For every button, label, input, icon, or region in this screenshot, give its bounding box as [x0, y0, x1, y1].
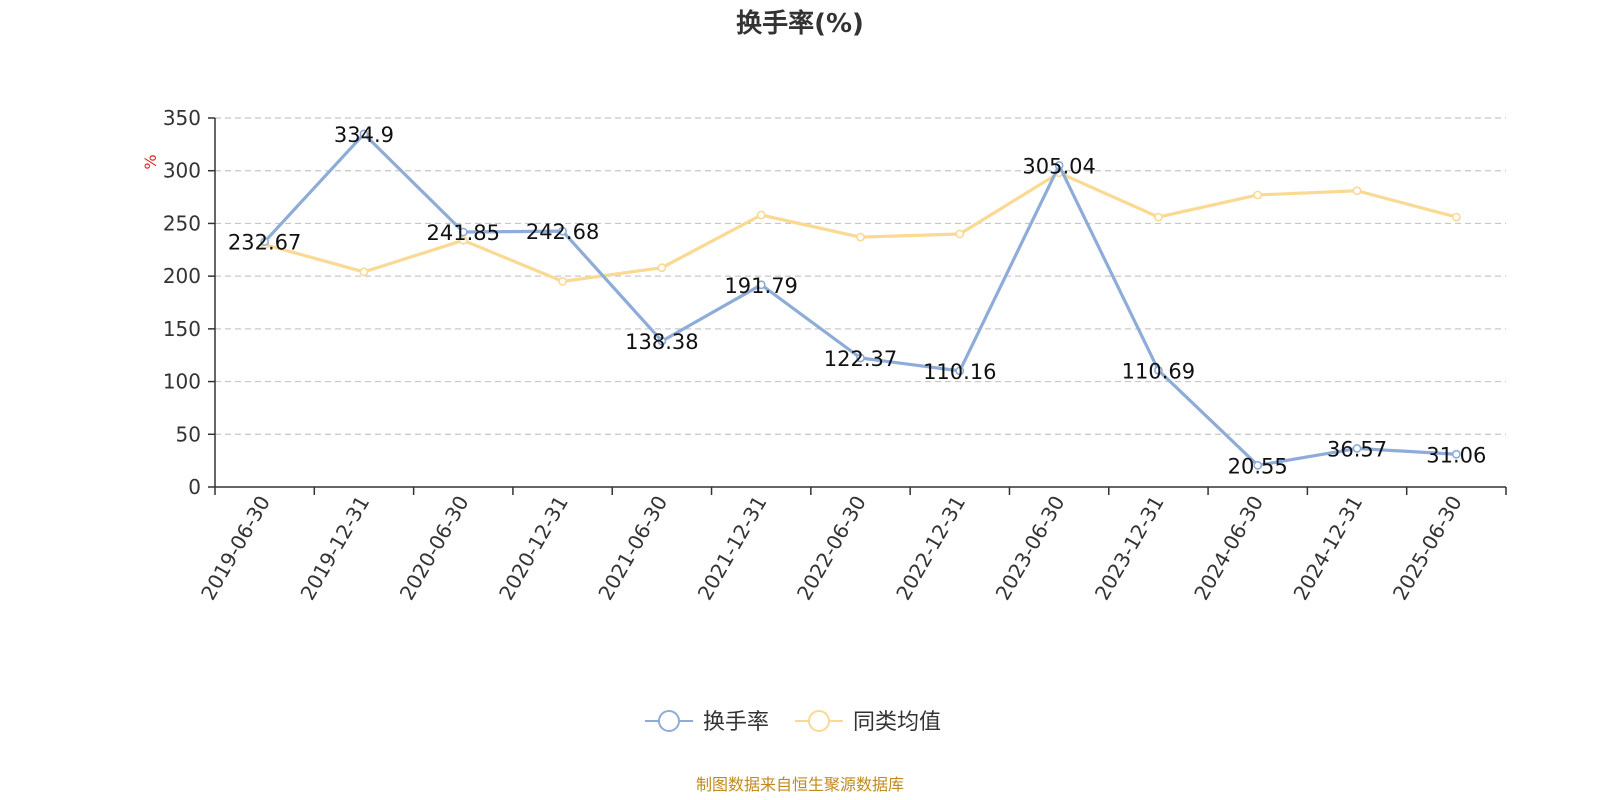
legend[interactable]: 换手率 同类均值: [645, 710, 941, 735]
data-point: [657, 263, 667, 273]
series-turnover-rate: [260, 129, 1461, 470]
x-tick-label: 2023-06-30: [991, 492, 1070, 605]
x-tick-label: 2020-12-31: [494, 492, 573, 605]
data-label: 232.67: [228, 231, 301, 255]
x-tick-label: 2021-06-30: [593, 492, 672, 605]
legend-item-turnover-rate[interactable]: 换手率: [645, 710, 769, 735]
data-point: [1451, 449, 1461, 459]
data-label: 20.55: [1228, 454, 1288, 478]
x-tick-label: 2024-12-31: [1288, 492, 1367, 605]
data-point: [756, 210, 766, 220]
y-tick-label: 250: [163, 211, 201, 235]
series-line: [263, 132, 1457, 467]
data-label: 122.37: [824, 347, 897, 371]
data-label: 138.38: [625, 330, 698, 354]
y-tick-label: 350: [163, 106, 201, 130]
data-point: [1154, 212, 1163, 222]
data-label: 110.16: [923, 360, 996, 384]
data-source-note: 制图数据来自恒生聚源数据库: [696, 775, 904, 794]
data-label: 110.69: [1122, 359, 1195, 383]
x-tick-label: 2019-12-31: [295, 492, 374, 605]
grid-lines: [215, 117, 1506, 435]
x-tick-label: 2022-06-30: [792, 492, 871, 605]
data-point: [458, 227, 468, 237]
data-point: [1253, 190, 1263, 200]
y-axis-unit: %: [141, 154, 160, 169]
y-tick-label: 300: [163, 159, 201, 183]
legend-item-peer-average[interactable]: 同类均值: [795, 710, 941, 735]
y-tick-label: 200: [163, 264, 201, 288]
data-point: [558, 277, 567, 286]
data-point: [458, 235, 468, 245]
data-point: [657, 336, 667, 346]
legend-marker: [658, 710, 680, 732]
legend-label: 换手率: [703, 710, 769, 735]
data-point: [558, 226, 567, 236]
y-tick-label: 0: [188, 475, 201, 499]
data-label: 191.79: [724, 274, 797, 298]
data-label: 242.68: [526, 220, 599, 244]
data-point: [856, 353, 865, 363]
y-tick-label: 100: [163, 370, 201, 394]
data-point: [359, 129, 369, 139]
data-point: [756, 280, 766, 290]
y-tick-label: 150: [163, 317, 201, 341]
x-tick-label: 2020-06-30: [395, 492, 474, 605]
data-label: 31.06: [1426, 443, 1486, 467]
data-point: [1154, 365, 1163, 375]
x-tick-label: 2022-12-31: [891, 491, 970, 604]
data-point: [955, 366, 965, 376]
legend-marker: [808, 710, 830, 732]
data-label: 36.57: [1327, 437, 1387, 461]
data-labels: 232.67 334.9 241.85 242.68 138.38 191.79 122.3…: [228, 123, 1486, 478]
data-label: 241.85: [427, 221, 500, 245]
data-point: [955, 229, 965, 239]
legend-label: 同类均值: [853, 710, 941, 735]
data-point: [1352, 444, 1362, 453]
x-tick-label: 2024-06-30: [1189, 492, 1268, 605]
series-layer: [260, 129, 1461, 470]
data-point: [1054, 161, 1064, 170]
data-point: [1253, 460, 1263, 470]
data-label: 305.04: [1022, 154, 1095, 178]
data-point: [856, 232, 865, 242]
data-point: [260, 237, 270, 247]
x-tick-label: 2021-12-31: [693, 492, 772, 605]
x-tick-label: 2025-06-30: [1388, 492, 1467, 605]
data-point: [1352, 186, 1362, 196]
data-point: [359, 267, 369, 277]
data-label: 334.9: [334, 123, 394, 147]
y-tick-label: 50: [176, 422, 201, 446]
x-tick-label: 2023-12-31: [1090, 492, 1169, 605]
data-point: [1451, 212, 1461, 222]
chart-title: 换手率(%): [736, 8, 864, 39]
x-tick-label: 2019-06-30: [196, 492, 275, 605]
